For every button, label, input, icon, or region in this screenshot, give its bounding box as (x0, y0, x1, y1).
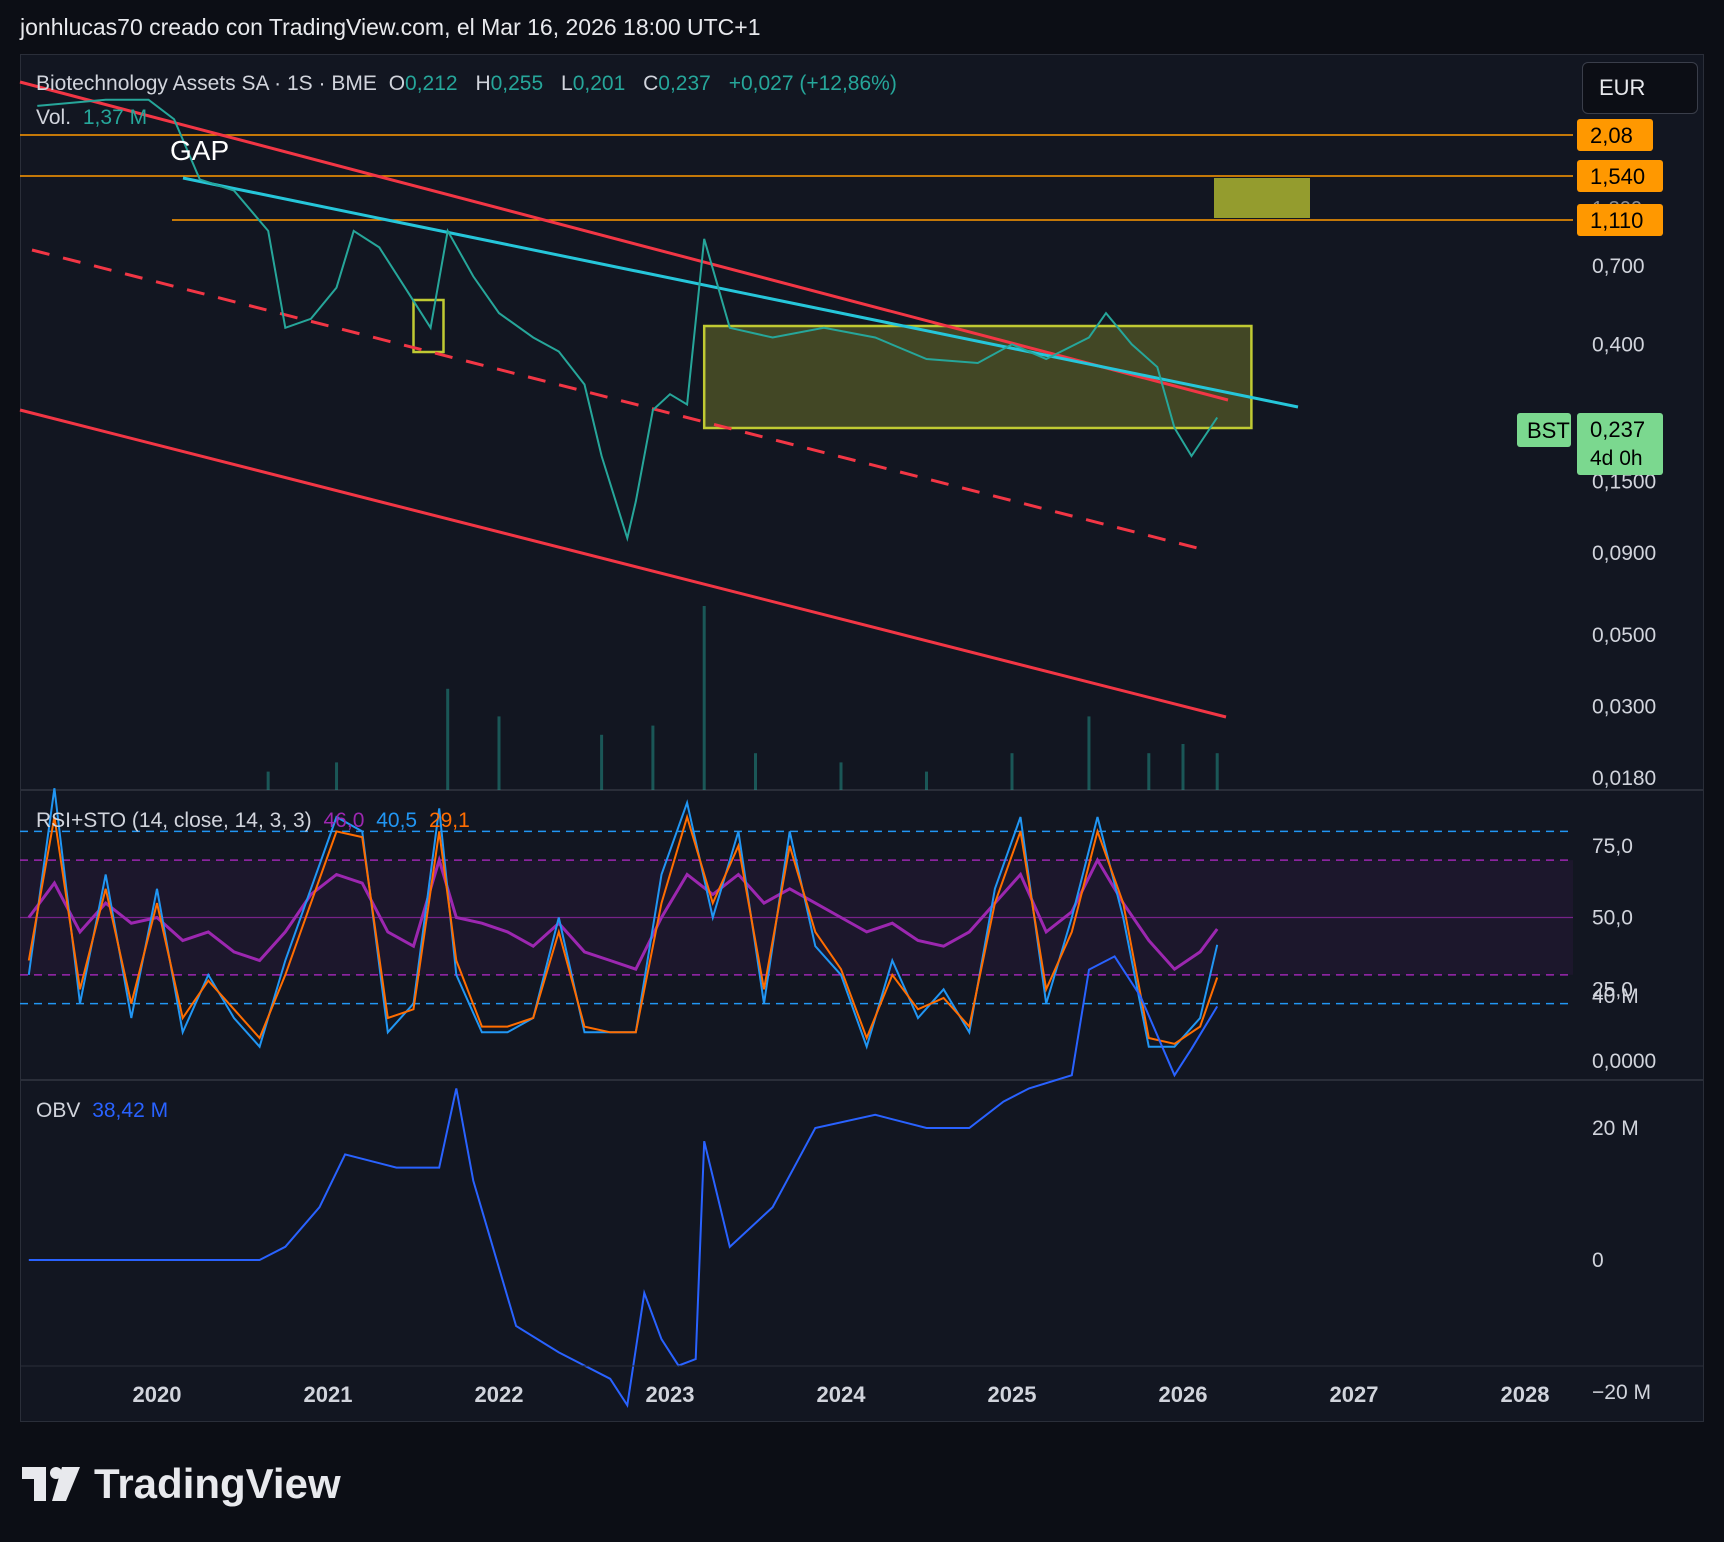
rsi-axis-tick: 0,0000 (1592, 1050, 1656, 1073)
change-value: +0,027 (+12,86%) (728, 72, 897, 95)
volume-bar (1181, 744, 1185, 790)
tradingview-wordmark: TradingView (94, 1460, 341, 1507)
chart-frame (20, 54, 1704, 1422)
low-value: 0,201 (572, 72, 626, 95)
rsi-value: 46,0 (323, 809, 365, 832)
symbol-tag-bg (1517, 413, 1571, 447)
volume-bar (600, 734, 604, 790)
rsi-axis-tick: 75,0 (1592, 835, 1633, 858)
obv-axis-tick: 40 M (1592, 985, 1639, 1008)
high-label: H (475, 72, 491, 95)
rsi-axis-tick: 50,0 (1592, 907, 1633, 930)
symbol-tag: BST (1527, 418, 1570, 443)
time-axis-tick: 2024 (817, 1382, 867, 1407)
price-axis-tick: 0,0900 (1592, 542, 1656, 565)
close-label: C (643, 72, 659, 95)
obv-axis-tick: 20 M (1592, 1117, 1639, 1140)
channel-upper-line (19, 80, 1229, 402)
obv-axis-tick: −20 M (1592, 1381, 1651, 1404)
obv-line (28, 955, 1219, 1408)
level-tag-middle-bg (1577, 160, 1663, 192)
rsi-label[interactable]: RSI+STO (14, close, 14, 3, 3) (36, 809, 312, 832)
high-value: 0,255 (490, 72, 544, 95)
time-axis-tick: 2027 (1330, 1382, 1379, 1407)
time-axis-tick: 2023 (646, 1382, 695, 1407)
symbol-name[interactable]: Biotechnology Assets SA · 1S · BME (36, 72, 377, 95)
volume-bar (702, 606, 706, 790)
gap-annotation: GAP (170, 135, 229, 166)
level-tag-top: 2,08 (1590, 123, 1633, 148)
time-axis-tick: 2020 (133, 1382, 182, 1407)
open-value: 0,212 (405, 72, 458, 95)
volume-bar (266, 771, 270, 790)
resistance-trendline (182, 176, 1299, 409)
close-value: 0,237 (658, 72, 711, 95)
rsi-legend: RSI+STO (14, close, 14, 3, 3) 46,0 40,5 … (36, 809, 476, 833)
volume-bar (335, 762, 339, 790)
volume-bar (651, 725, 655, 790)
channel-lower-line (19, 408, 1227, 719)
rsi-line (27, 854, 1219, 972)
tradingview-logo-icon (22, 1467, 80, 1501)
volume-bar (754, 753, 757, 790)
open-label: O (388, 72, 406, 95)
time-axis-tick: 2022 (475, 1382, 524, 1407)
volume-legend: Vol. 1,37 M (36, 106, 153, 130)
sto-k-value: 40,5 (376, 809, 418, 832)
time-axis-tick: 2025 (988, 1382, 1037, 1407)
volume-bar (446, 688, 450, 790)
price-axis-tick: 0,700 (1592, 255, 1645, 278)
price-axis-tick: 0,0300 (1592, 696, 1656, 719)
sto-d-value: 29,1 (428, 809, 470, 832)
volume-bar (1087, 716, 1091, 790)
obv-axis-tick: 0 (1592, 1249, 1604, 1272)
price-axis-tick: 0,0500 (1592, 624, 1656, 647)
volume-value: 1,37 M (82, 106, 148, 129)
volume-bar (1215, 753, 1219, 790)
level-tag-bottom-bg (1577, 204, 1663, 236)
tradingview-logo: TradingView (22, 1460, 341, 1508)
volume-bar (497, 716, 501, 790)
price-axis-tick: 0,0180 (1592, 767, 1656, 790)
volume-bar (1010, 753, 1014, 790)
price-axis-tick: 0,1500 (1592, 470, 1656, 493)
price-legend: Biotechnology Assets SA · 1S · BME O0,21… (36, 72, 903, 96)
target-zone-box (1214, 178, 1310, 218)
obv-label[interactable]: OBV (36, 1099, 81, 1122)
last-price-tag-bg (1577, 413, 1663, 475)
obv-legend: OBV 38,42 M (36, 1099, 174, 1123)
level-tag-top-bg (1577, 119, 1653, 151)
level-tag-bottom: 1,110 (1590, 208, 1643, 233)
low-label: L (561, 72, 573, 95)
time-axis-tick: 2026 (1159, 1382, 1208, 1407)
last-price-value: 0,237 (1590, 417, 1645, 442)
price-axis-tick: 0,400 (1592, 333, 1645, 356)
obv-value: 38,42 M (92, 1099, 169, 1122)
currency-button[interactable]: EUR (1582, 62, 1698, 114)
sto-d-line (27, 813, 1219, 1045)
countdown-value: 4d 0h (1590, 447, 1643, 470)
time-axis-tick: 2021 (304, 1382, 353, 1407)
price-series-line (37, 98, 1219, 543)
volume-bar (1147, 753, 1151, 790)
time-axis-tick: 2028 (1501, 1382, 1550, 1407)
chart-header: jonhlucas70 creado con TradingView.com, … (20, 14, 761, 40)
level-tag-middle: 1,540 (1590, 164, 1645, 189)
small-range-box (412, 298, 445, 354)
volume-bar (925, 771, 928, 790)
volume-bar (839, 762, 843, 790)
rsi-axis-tick: 25,0 (1592, 978, 1633, 1001)
channel-mid-dashed-line (31, 248, 1206, 552)
volume-label[interactable]: Vol. (36, 106, 72, 129)
